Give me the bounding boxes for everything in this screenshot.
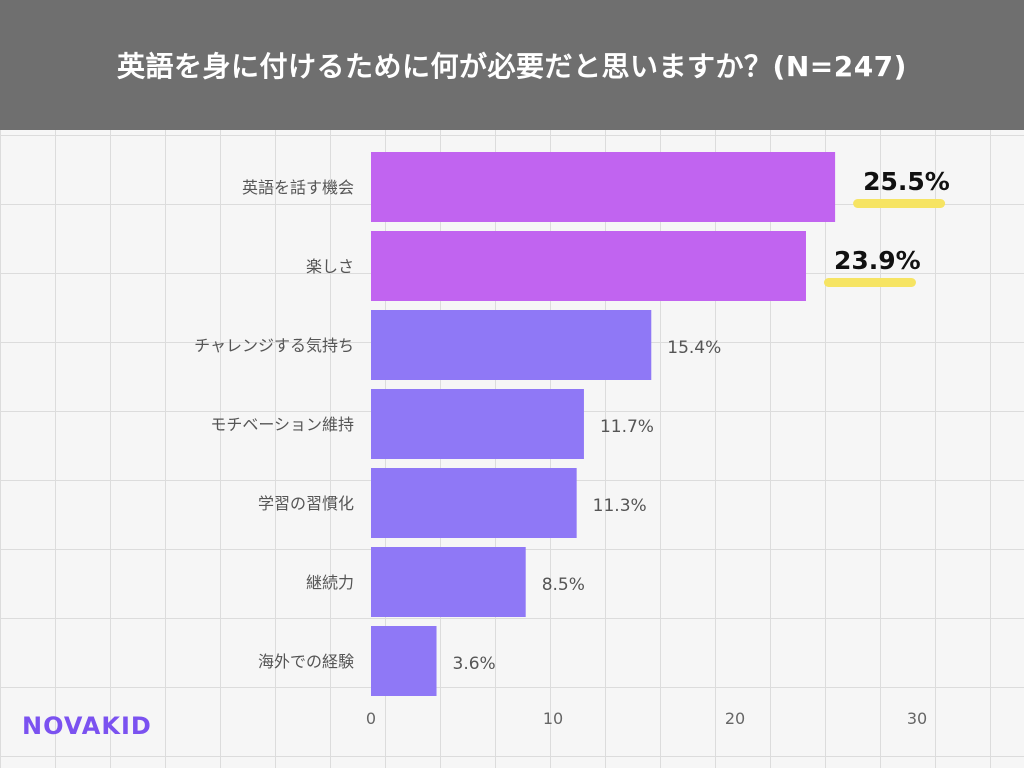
category-label: 海外での経験 — [258, 652, 354, 671]
bar — [371, 389, 584, 459]
value-label: 11.3% — [593, 496, 647, 516]
value-underline — [853, 199, 946, 208]
category-label: 英語を話す機会 — [242, 178, 354, 197]
bar — [371, 547, 526, 617]
category-label: モチベーション維持 — [210, 415, 354, 434]
bar — [371, 231, 806, 301]
value-label: 3.6% — [453, 654, 496, 674]
bar-chart: 0 10 20 30 英語を話す機会 25.5% 楽しさ 23.9% チャレンジする気持ち 15.… — [0, 130, 1024, 768]
category-label: 継続力 — [306, 573, 354, 592]
bar — [371, 310, 652, 380]
value-label-highlight: 23.9% — [834, 246, 921, 275]
chart-title: 英語を身に付けるために何が必要だと思いますか？(N=247) — [117, 50, 907, 83]
x-tick-label: 20 — [725, 709, 745, 728]
category-label: 学習の習慣化 — [258, 494, 354, 513]
value-underline — [823, 278, 916, 287]
category-label: チャレンジする気持ち — [194, 336, 354, 355]
category-label: 楽しさ — [306, 257, 354, 276]
value-label: 8.5% — [542, 575, 585, 595]
value-label: 11.7% — [600, 417, 654, 437]
bar — [371, 626, 437, 696]
value-label-highlight: 25.5% — [863, 167, 950, 196]
logo-text: NOVAKID — [22, 712, 152, 740]
x-tick-label: 10 — [543, 709, 563, 728]
bar — [371, 468, 577, 538]
x-tick-label: 30 — [907, 709, 927, 728]
value-label: 15.4% — [667, 338, 721, 358]
bar — [371, 152, 836, 222]
novakid-logo: NOVAKID — [22, 712, 152, 740]
x-tick-label: 0 — [366, 709, 376, 728]
header-bar: 英語を身に付けるために何が必要だと思いますか？(N=247) — [0, 0, 1024, 130]
